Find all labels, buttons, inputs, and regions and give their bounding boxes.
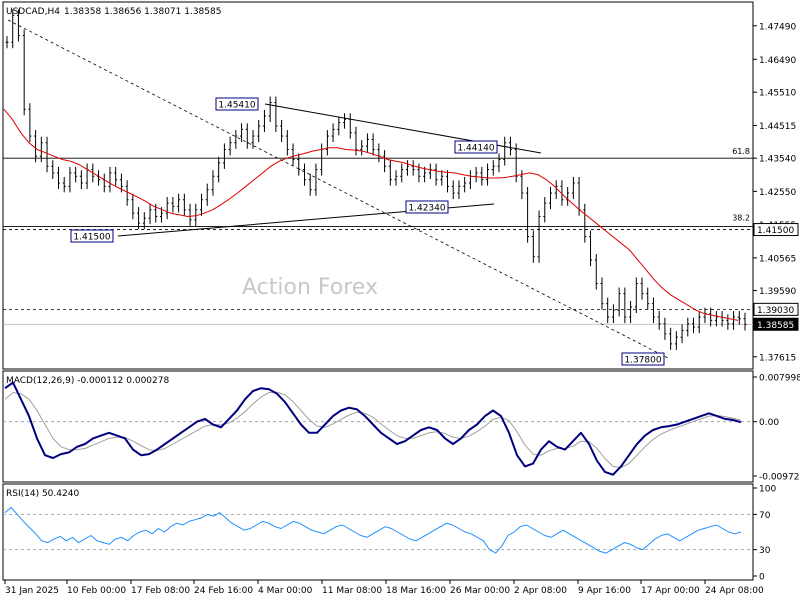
price-bars [5, 9, 747, 350]
chart-ohlc-values: 1.38358 1.38656 1.38071 1.38585 [64, 7, 221, 17]
annotation-1-44140-box [454, 140, 498, 154]
right-label-1-41500-box [753, 223, 799, 237]
annotation-1-42340-text: 1.42340 [408, 204, 445, 214]
annotation-1-37800: 1.37800 [621, 352, 665, 366]
rsi-line [4, 506, 742, 554]
chart-symbol-title: USDCAD,H4 [6, 7, 60, 17]
x-axis-tick-label: 24 Feb 16:00 [194, 586, 253, 596]
x-axis-tick-label: 17 Feb 08:00 [131, 586, 190, 596]
macd-panel-frame [2, 370, 754, 483]
x-axis-tick-label: 31 Jan 2025 [5, 586, 59, 596]
watermark-text: Action Forex [242, 275, 378, 300]
x-axis-tick-label: 26 Mar 00:00 [450, 586, 510, 596]
price-y-tick-label: 1.46490 [759, 56, 796, 66]
price-y-tick-label: 1.39590 [759, 287, 796, 297]
right-label-1-41500-text: 1.41500 [757, 226, 794, 236]
macd-y-tick-label: -0.009727 [759, 473, 800, 483]
x-axis-tick-label: 4 Mar 00:00 [258, 586, 313, 596]
price-y-tick-label: 1.37615 [759, 353, 796, 363]
x-axis-tick-label: 24 Apr 08:00 [705, 586, 764, 596]
macd-signal-line [4, 391, 742, 468]
rsi-title: RSI(14) 50.4240 [6, 489, 79, 499]
annotation-1-37800-text: 1.37800 [624, 356, 661, 366]
fib-38-2-label: 38.2 [732, 214, 750, 223]
right-label-current-box [753, 317, 799, 331]
annotation-1-42340-box [405, 200, 449, 214]
annotation-1-45410-text: 1.45410 [218, 101, 255, 111]
right-label-1-39030-text: 1.39030 [757, 306, 794, 316]
moving-average-line [3, 108, 739, 321]
x-axis-tick-label: 10 Feb 00:00 [67, 586, 126, 596]
fib-61-8-label: 61.8 [732, 147, 750, 156]
rsi-y-tick-label: 100 [759, 485, 776, 495]
x-axis-tick-label: 11 Mar 08:00 [322, 586, 382, 596]
rsi-panel-frame [2, 483, 754, 581]
annotation-1-44140: 1.44140 [454, 140, 498, 154]
macd-main-line [4, 381, 742, 476]
price-y-tick-label: 1.40565 [759, 254, 796, 264]
rsi-y-tick-label: 30 [759, 546, 771, 556]
x-axis-tick-label: 18 Mar 16:00 [386, 586, 446, 596]
annotation-1-41500: 1.41500 [70, 229, 114, 243]
rsi-y-tick-label: 70 [759, 511, 771, 521]
price-y-tick-label: 1.47490 [759, 22, 796, 32]
price-y-tick-label: 1.43540 [759, 155, 796, 165]
rsi-y-tick-label: 0 [759, 573, 765, 583]
x-axis-tick-label: 2 Apr 08:00 [514, 586, 567, 596]
annotation-1-41500-box [70, 229, 114, 243]
price-panel-frame [2, 1, 754, 370]
macd-title: MACD(12,26,9) -0.000112 0.000278 [6, 376, 169, 386]
annotation-1-41500-text: 1.41500 [73, 233, 110, 243]
annotation-1-42340: 1.42340 [405, 200, 449, 214]
price-y-tick-label: 1.45510 [759, 89, 796, 99]
annotation-1-44140-text: 1.44140 [457, 144, 494, 154]
x-axis-tick-label: 9 Apr 16:00 [578, 586, 631, 596]
x-axis-tick-label: 17 Apr 00:00 [641, 586, 700, 596]
macd-y-tick-label: 0.00 [759, 418, 779, 428]
price-y-tick-label: 1.42550 [759, 188, 796, 198]
right-label-1-39030-box [753, 302, 799, 316]
annotation-1-45410-box [215, 97, 259, 111]
price-y-tick-label: 1.44515 [759, 122, 796, 132]
right-label-current-text: 1.38585 [757, 321, 794, 331]
macd-y-tick-label: 0.007998 [759, 374, 800, 384]
annotation-1-37800-box [621, 352, 665, 366]
annotation-1-45410: 1.45410 [215, 97, 259, 111]
